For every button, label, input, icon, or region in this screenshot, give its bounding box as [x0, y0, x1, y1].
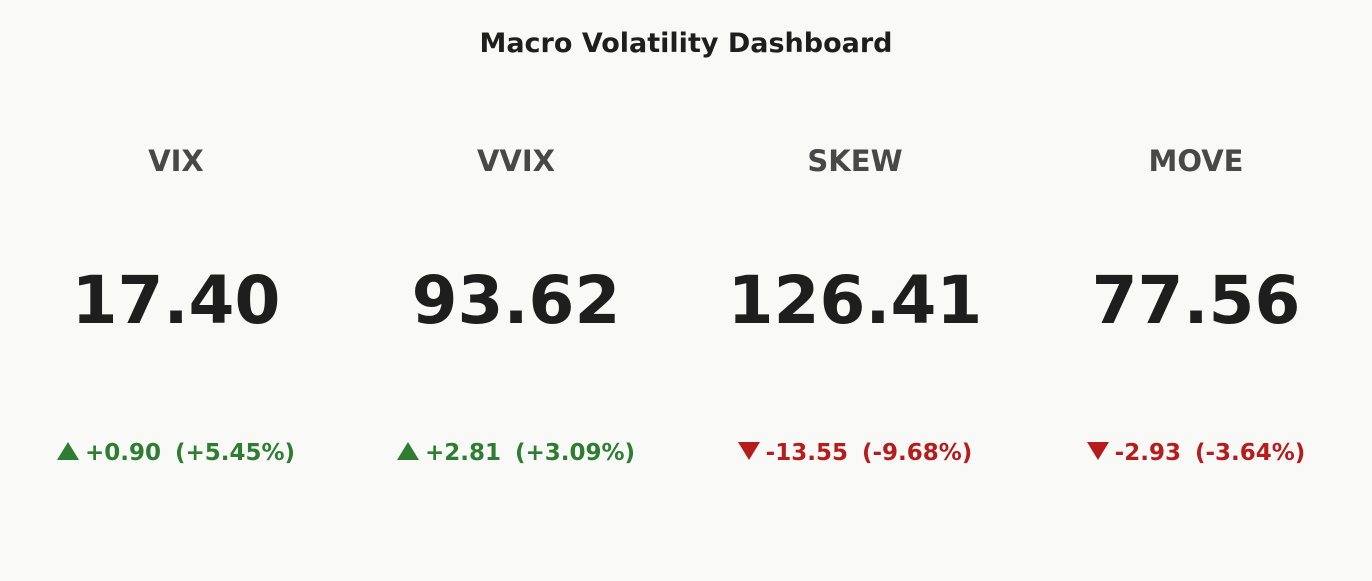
delta-value: -2.93 — [1114, 440, 1181, 466]
delta-relative: (+5.45%) — [174, 440, 296, 466]
delta-value: +0.90 — [84, 440, 161, 466]
indicator: VIX 17.40 +0.90 (+5.45%) — [6, 0, 346, 581]
arrow-shape — [396, 442, 419, 460]
indicator: SKEW 126.41 -13.55 (-9.68%) — [685, 0, 1025, 581]
indicator-label: SKEW — [807, 144, 903, 178]
delta-relative: (+3.09%) — [514, 440, 636, 466]
arrow-shape — [737, 442, 760, 460]
delta-value: +2.81 — [424, 440, 501, 466]
delta-arrow — [737, 442, 760, 460]
dashboard-title: Macro Volatility Dashboard — [479, 28, 893, 59]
indicator: MOVE 77.56 -2.93 (-3.64%) — [1026, 0, 1366, 581]
delta-value: -13.55 — [765, 440, 848, 466]
indicator-value: 126.41 — [727, 262, 983, 339]
indicator-value: 77.56 — [1091, 262, 1301, 339]
indicator-delta: +2.81 (+3.09%) — [346, 440, 686, 466]
arrow-shape — [56, 442, 79, 460]
indicator-delta: -2.93 (-3.64%) — [1026, 440, 1366, 466]
indicator-value: 93.62 — [411, 262, 621, 339]
indicator-label: MOVE — [1148, 144, 1244, 178]
delta-arrow — [1086, 442, 1109, 460]
indicator-label: VIX — [148, 144, 204, 178]
arrow-shape — [1086, 442, 1109, 460]
delta-relative: (-9.68%) — [861, 440, 973, 466]
indicator-label: VVIX — [476, 144, 556, 178]
indicator-delta: -13.55 (-9.68%) — [685, 440, 1025, 466]
indicator-value: 17.40 — [71, 262, 281, 339]
delta-relative: (-3.64%) — [1194, 440, 1306, 466]
indicator: VVIX 93.62 +2.81 (+3.09%) — [346, 0, 686, 581]
delta-arrow — [396, 442, 419, 460]
delta-arrow — [56, 442, 79, 460]
indicator-delta: +0.90 (+5.45%) — [6, 440, 346, 466]
